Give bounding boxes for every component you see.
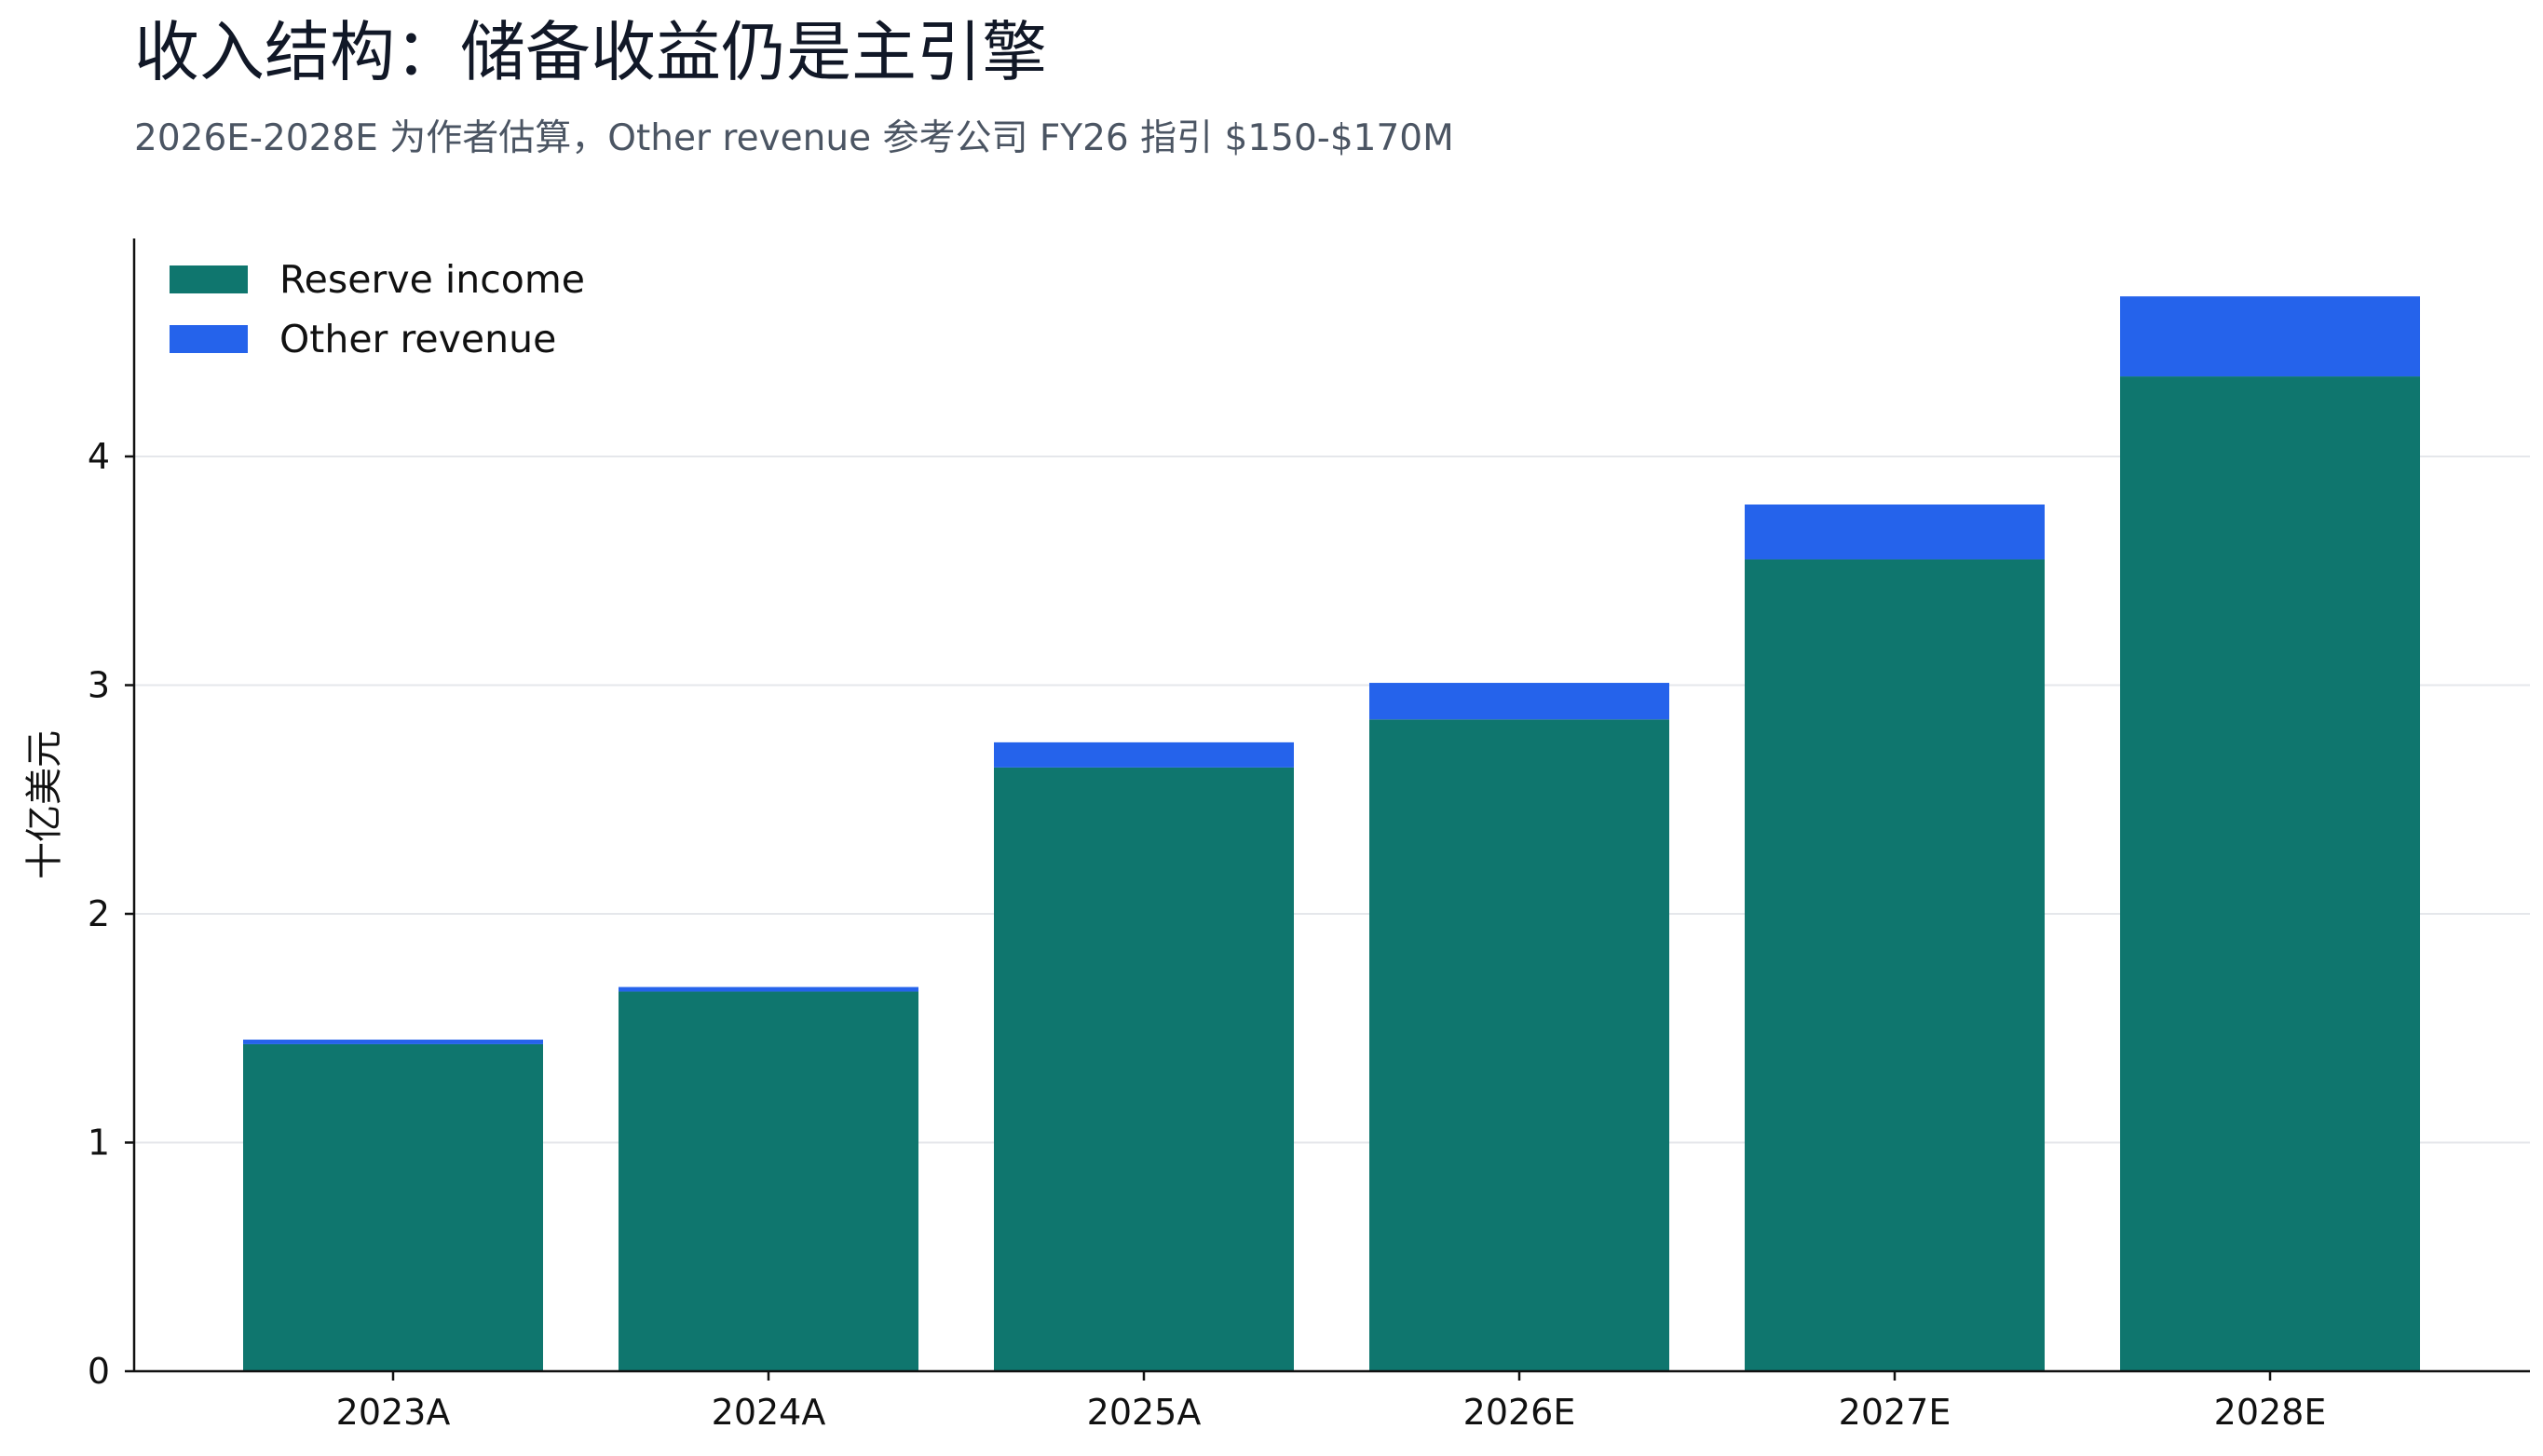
- bar-reserve-income: [2120, 376, 2420, 1372]
- x-tick-label: 2028E: [2214, 1392, 2327, 1433]
- y-tick-label: 3: [88, 665, 110, 706]
- ticks: 0 1 2 3 4 2023A 2024A 2025A 2026E 2027E 2028E: [88, 436, 2327, 1433]
- chart-title: 收入结构：储备收益仍是主引擎: [134, 14, 1047, 90]
- bar-reserve-income: [1369, 719, 1669, 1371]
- chart-subtitle: 2026E-2028E 为作者估算，Other revenue 参考公司 FY2…: [134, 117, 1454, 159]
- bar-reserve-income: [243, 1043, 543, 1371]
- y-tick-label: 0: [88, 1351, 110, 1392]
- x-tick-label: 2024A: [712, 1392, 826, 1433]
- bar-reserve-income: [994, 767, 1294, 1371]
- bars: [243, 296, 2420, 1372]
- legend-swatch: [170, 265, 248, 293]
- x-tick-label: 2026E: [1463, 1392, 1576, 1433]
- bar-reserve-income: [619, 991, 918, 1371]
- y-axis-title: 十亿美元: [23, 730, 66, 879]
- legend-label: Other revenue: [279, 317, 556, 361]
- x-tick-label: 2025A: [1087, 1392, 1202, 1433]
- bar-reserve-income: [1745, 559, 2045, 1371]
- bar-other-revenue: [619, 987, 918, 992]
- x-tick-label: 2027E: [1839, 1392, 1951, 1433]
- bar-other-revenue: [243, 1040, 543, 1044]
- y-tick-label: 4: [88, 436, 110, 477]
- axes: [132, 238, 2530, 1373]
- bar-other-revenue: [1745, 504, 2045, 560]
- x-tick-label: 2023A: [336, 1392, 451, 1433]
- legend-swatch: [170, 325, 248, 353]
- legend: Reserve income Other revenue: [170, 257, 585, 361]
- bar-other-revenue: [1369, 683, 1669, 720]
- bar-other-revenue: [994, 742, 1294, 768]
- legend-label: Reserve income: [279, 257, 585, 302]
- y-tick-label: 2: [88, 893, 110, 934]
- y-tick-label: 1: [88, 1123, 110, 1163]
- bar-other-revenue: [2120, 296, 2420, 377]
